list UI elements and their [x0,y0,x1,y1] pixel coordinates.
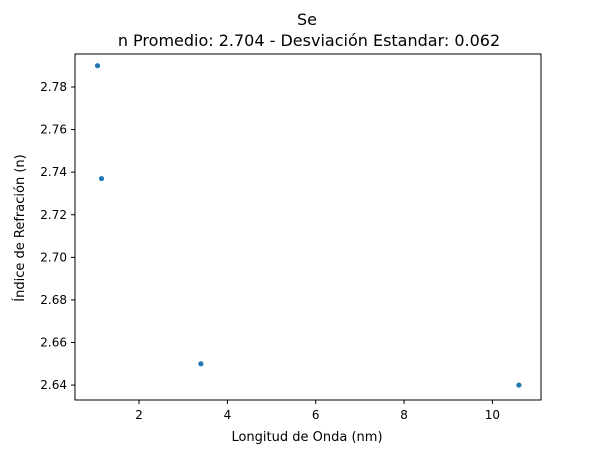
data-point [198,361,204,367]
y-tick-label: 2.76 [40,123,67,137]
x-tick-label: 10 [485,408,500,422]
chart-title: Se [297,10,317,29]
x-tick-label: 8 [400,408,408,422]
y-tick-label: 2.66 [40,336,67,350]
chart-subtitle: n Promedio: 2.704 - Desviación Estandar:… [118,31,500,50]
y-tick-label: 2.74 [40,165,67,179]
y-tick-label: 2.72 [40,208,67,222]
data-point [94,63,101,69]
y-tick-label: 2.64 [40,378,67,392]
y-tick-label: 2.70 [40,250,67,264]
x-tick-label: 6 [312,408,320,422]
data-point [98,175,105,182]
y-tick-label: 2.78 [40,80,67,94]
plot-frame [74,53,542,401]
plot-area: 2 4 6 8 10 2.64 2.66 2.68 2.70 2.72 2.74 2.76 2.78 [40,53,542,422]
x-tick-label: 4 [224,408,232,422]
y-axis-label: Índice de Refración (n) [12,154,28,301]
y-tick-label: 2.68 [40,293,67,307]
x-tick-label: 2 [135,408,143,422]
data-point [516,382,522,388]
x-axis-label: Longitud de Onda (nm) [231,430,382,445]
